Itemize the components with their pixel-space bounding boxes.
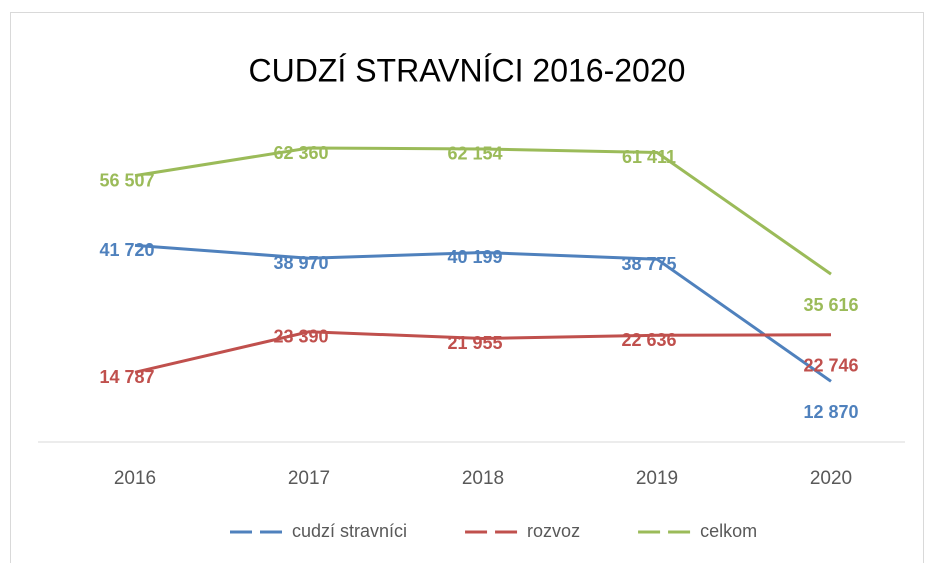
data-label: 62 154 [447, 144, 502, 164]
x-tick-label: 2019 [636, 468, 678, 489]
data-label: 40 199 [447, 247, 502, 267]
series-line [134, 243, 832, 383]
series-line [134, 330, 832, 374]
x-tick-label: 2017 [288, 468, 330, 489]
data-label: 38 970 [273, 253, 328, 273]
data-label: 61 411 [622, 147, 676, 167]
data-label: 56 507 [99, 170, 154, 190]
data-label: 22 746 [803, 356, 858, 376]
data-label: 62 360 [273, 143, 328, 163]
chart-border [10, 12, 924, 563]
data-label: 41 720 [99, 240, 154, 260]
data-label: 38 775 [621, 254, 676, 274]
data-label: 14 787 [99, 367, 154, 387]
series-line [134, 146, 832, 276]
chart-title: CUDZÍ STRAVNÍCI 2016-2020 [249, 52, 686, 88]
data-label: 23 390 [273, 326, 328, 346]
legend-label: celkom [700, 521, 757, 541]
data-label: 22 636 [621, 330, 676, 350]
x-tick-label: 2016 [114, 468, 156, 489]
x-tick-label: 2020 [810, 468, 852, 489]
legend-label: rozvoz [527, 521, 580, 541]
data-label: 21 955 [447, 333, 502, 353]
x-tick-label: 2018 [462, 468, 504, 489]
legend-label: cudzí stravníci [292, 521, 407, 541]
data-label: 35 616 [803, 295, 858, 315]
data-label: 12 870 [803, 402, 858, 422]
